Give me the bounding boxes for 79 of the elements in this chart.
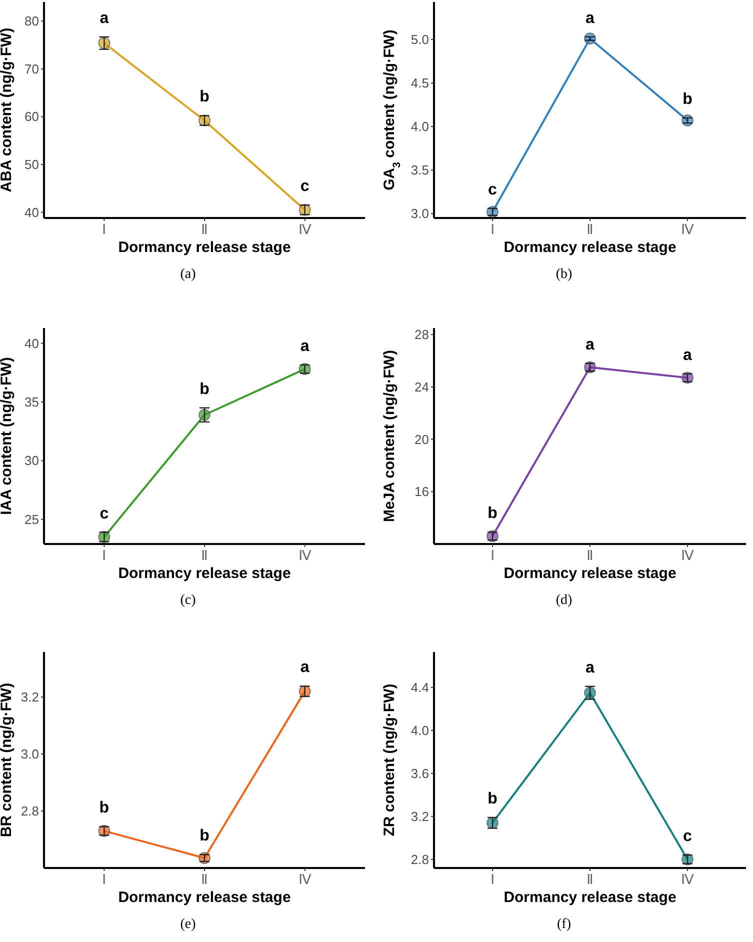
x-tick-label: Ⅳ	[298, 873, 312, 888]
annotation: c	[488, 181, 498, 198]
x-tick-label: Ⅳ	[681, 549, 694, 564]
x-tick-label: Ⅰ	[102, 549, 106, 564]
x-tick-label: Ⅰ	[490, 873, 494, 888]
x-tick-label: Ⅰ	[102, 873, 106, 888]
y-tick-label: 2.8	[410, 852, 429, 867]
y-tick-label: 3.2	[410, 808, 429, 824]
x-axis-title: Dormancy release stage	[504, 889, 676, 906]
annotation: b	[200, 380, 210, 398]
y-tick-label: 24	[414, 379, 429, 394]
annotation: b	[488, 790, 498, 808]
text: (b)	[556, 267, 572, 282]
y-tick-label: 3.0	[410, 206, 429, 222]
y-tick-label: 80	[24, 14, 39, 29]
annotation: a	[300, 338, 310, 355]
annotation: a	[586, 10, 595, 27]
y-axis-title: MeJA content (ng/g·FW)	[381, 350, 398, 522]
annotation: b	[682, 90, 693, 108]
x-tick-label: Ⅱ	[201, 549, 208, 564]
y-tick-label: 3.2	[20, 690, 39, 705]
annotation: b	[99, 800, 110, 817]
x-axis-title: Dormancy release stage	[118, 889, 291, 906]
annotation: a	[300, 659, 310, 676]
text: (a)	[180, 267, 196, 282]
x-tick-label: Ⅱ	[586, 223, 594, 238]
x-tick-label: Ⅳ	[298, 549, 312, 564]
annotation: a	[586, 336, 595, 354]
x-axis-title: Dormancy release stage	[118, 239, 291, 256]
x-tick-label: Ⅳ	[681, 873, 694, 888]
x-tick-label: Ⅱ	[586, 873, 594, 888]
y-tick-label: 20	[414, 432, 429, 447]
annotation: a	[100, 10, 109, 27]
y-tick-label: 4.5	[410, 76, 429, 91]
x-axis-title: Dormancy release stage	[504, 565, 676, 582]
y-axis-title: IAA content (ng/g·FW)	[0, 357, 15, 515]
annotation: a	[586, 659, 595, 676]
y-axis-title: ABA content (ng/g·FW)	[0, 28, 15, 192]
y-tick-label: 3.0	[20, 746, 39, 762]
y-tick-label: 40	[24, 336, 39, 351]
x-tick-label: Ⅳ	[298, 223, 312, 238]
x-axis-title: Dormancy release stage	[504, 239, 676, 256]
annotation: a	[683, 346, 692, 364]
annotation: c	[300, 178, 310, 196]
x-axis-title: Dormancy release stage	[118, 565, 291, 582]
y-tick-label: 60	[24, 109, 39, 124]
y-tick-label: 3.6	[410, 766, 429, 781]
annotation: c	[100, 505, 109, 522]
y-tick-label: 70	[24, 61, 39, 76]
text: (d)	[556, 593, 572, 608]
text: (c)	[180, 593, 196, 608]
text: (e)	[180, 917, 196, 932]
y-tick-label: 16	[414, 484, 429, 500]
annotation: b	[200, 88, 210, 106]
text: (f)	[557, 917, 572, 932]
x-tick-label: Ⅳ	[681, 223, 694, 238]
y-tick-label: 4.0	[410, 119, 429, 134]
y-tick-label: 2.8	[20, 804, 39, 819]
x-tick-label: Ⅰ	[102, 223, 106, 238]
y-tick-label: 4.4	[410, 680, 429, 696]
y-axis-title: BR content (ng/g·FW)	[0, 682, 15, 838]
y-tick-label: 3.5	[410, 162, 429, 178]
y-tick-label: 5.0	[410, 32, 429, 47]
y-tick-label: 40	[24, 204, 39, 220]
annotation: c	[683, 828, 692, 846]
y-axis-title: ZR content (ng/g·FW)	[381, 684, 398, 836]
y-tick-label: 25	[24, 512, 39, 527]
x-tick-label: Ⅰ	[490, 549, 494, 564]
annotation: b	[488, 505, 498, 522]
x-tick-label: Ⅱ	[201, 223, 208, 238]
annotation: b	[200, 828, 210, 845]
x-tick-label: Ⅱ	[586, 549, 594, 564]
x-tick-label: Ⅱ	[201, 873, 208, 888]
y-tick-label: 30	[24, 453, 39, 468]
y-tick-label: 4.0	[410, 723, 429, 738]
y-tick-label: 50	[24, 157, 39, 172]
y-tick-label: 28	[414, 327, 429, 342]
y-tick-label: 35	[24, 394, 39, 410]
x-tick-label: Ⅰ	[490, 223, 494, 238]
